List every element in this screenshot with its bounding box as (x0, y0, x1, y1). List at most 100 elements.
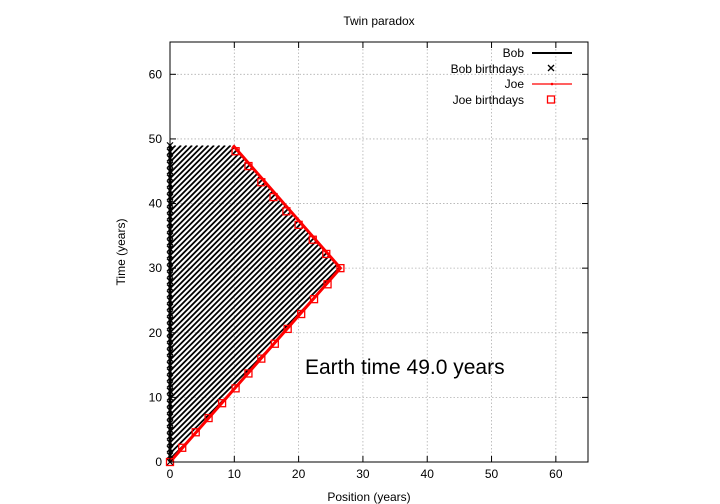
hatch-line (170, 145, 320, 462)
joe-birthday-marker (336, 264, 345, 273)
hatch-line (387, 145, 704, 462)
hatch-line (170, 145, 314, 462)
hatch-line (0, 145, 71, 462)
hatch-line (170, 145, 232, 462)
hatch-line (170, 145, 259, 462)
hatch-line (276, 145, 341, 462)
hatch-line (170, 145, 341, 462)
joe-birthday-marker (269, 192, 278, 202)
hatch-line (170, 145, 341, 462)
hatch-line (568, 145, 720, 462)
x-tick-label: 60 (549, 467, 563, 481)
hatch-line (0, 145, 5, 462)
hatch-line (270, 145, 341, 462)
hatch-line (596, 145, 720, 462)
hatch-line (436, 145, 720, 462)
hatch-line (519, 145, 720, 462)
legend-key-x-marker (547, 64, 555, 72)
hatch-line (409, 145, 720, 462)
hatch-line (0, 145, 49, 462)
hatch-line (370, 145, 687, 462)
joe-birthday-marker (297, 309, 306, 319)
hatch-line (656, 145, 720, 462)
y-tick-label: 30 (149, 261, 163, 275)
hatch-line (0, 145, 121, 462)
hatch-line (281, 145, 341, 462)
hatch-line (170, 145, 341, 462)
ticks: 0 10 20 30 40 50 60 0 10 20 30 40 50 60 (149, 42, 588, 481)
hatch-line (601, 145, 720, 462)
joe-birthday-marker (191, 428, 200, 437)
hatch-line (574, 145, 720, 462)
hatch-line (309, 145, 341, 462)
hatch-line (497, 145, 720, 462)
hatch-line (170, 145, 193, 462)
hatch-line (486, 145, 720, 462)
plot-frame (169, 41, 589, 463)
hatch-line (541, 145, 720, 462)
hatch-line (0, 145, 33, 462)
hatch-line (634, 145, 720, 462)
legend-key-square-marker (546, 95, 556, 104)
hatch-line (453, 145, 720, 462)
hatch-line (170, 145, 254, 462)
x-tick-label: 20 (292, 467, 306, 481)
x-tick-label: 10 (228, 467, 242, 481)
hatch-line (170, 145, 341, 462)
hatch-line (348, 145, 665, 462)
hatch-line (0, 145, 82, 462)
hatch-line (0, 145, 11, 462)
hatch-line (170, 145, 341, 462)
hatch-line (524, 145, 720, 462)
hatch-line (303, 145, 341, 462)
y-tick-label: 20 (149, 326, 163, 340)
hatch-line (170, 145, 182, 462)
hatch-line (475, 145, 720, 462)
hatch-line (0, 145, 38, 462)
hatch-line (0, 145, 99, 462)
joe-birthday-marker (244, 369, 253, 378)
y-tick-label: 60 (149, 67, 163, 81)
hatch-line (170, 145, 171, 462)
joe-birthday-marker (217, 399, 227, 408)
hatch-line (170, 145, 292, 462)
joe-birthday-marker (204, 413, 213, 423)
hatch-line (376, 145, 693, 462)
hatch-line (0, 145, 165, 462)
hatch-line (0, 145, 22, 462)
y-tick-label: 0 (155, 455, 162, 469)
series-line-joe (168, 144, 342, 463)
hatch-line (170, 145, 276, 462)
hatch-line (442, 145, 720, 462)
hatch-line (0, 145, 159, 462)
hatch-line (287, 145, 341, 462)
hatch-line (414, 145, 720, 462)
hatch-line (579, 145, 720, 462)
hatch-line (0, 145, 27, 462)
hatch-line (557, 145, 720, 462)
hatch-line (585, 145, 720, 462)
y-axis-label: Time (years) (114, 219, 128, 286)
hatch-line (170, 145, 341, 462)
hatch-line (513, 145, 720, 462)
hatch-line (535, 145, 720, 462)
hatch-line (170, 145, 325, 462)
hatch-line (651, 145, 720, 462)
legend-key-joe-line (532, 82, 572, 86)
hatch-line (530, 145, 720, 462)
hatch-line (354, 145, 671, 462)
hatch-line (170, 145, 237, 462)
joe-birthday-marker (257, 178, 266, 187)
legend-label-bob: Bob (503, 46, 525, 60)
hatch-line (292, 145, 341, 462)
legend: Bob Bob birthdays Joe Joe birthdays (451, 46, 572, 107)
hatch-line (612, 145, 720, 462)
hatch-line (298, 145, 341, 462)
hatch-line (0, 145, 16, 462)
hatch-line (563, 145, 720, 462)
joe-birthday-marker (283, 324, 292, 334)
hatch-line (623, 145, 720, 462)
hatch-line (381, 145, 698, 462)
hatch-line (170, 145, 188, 462)
